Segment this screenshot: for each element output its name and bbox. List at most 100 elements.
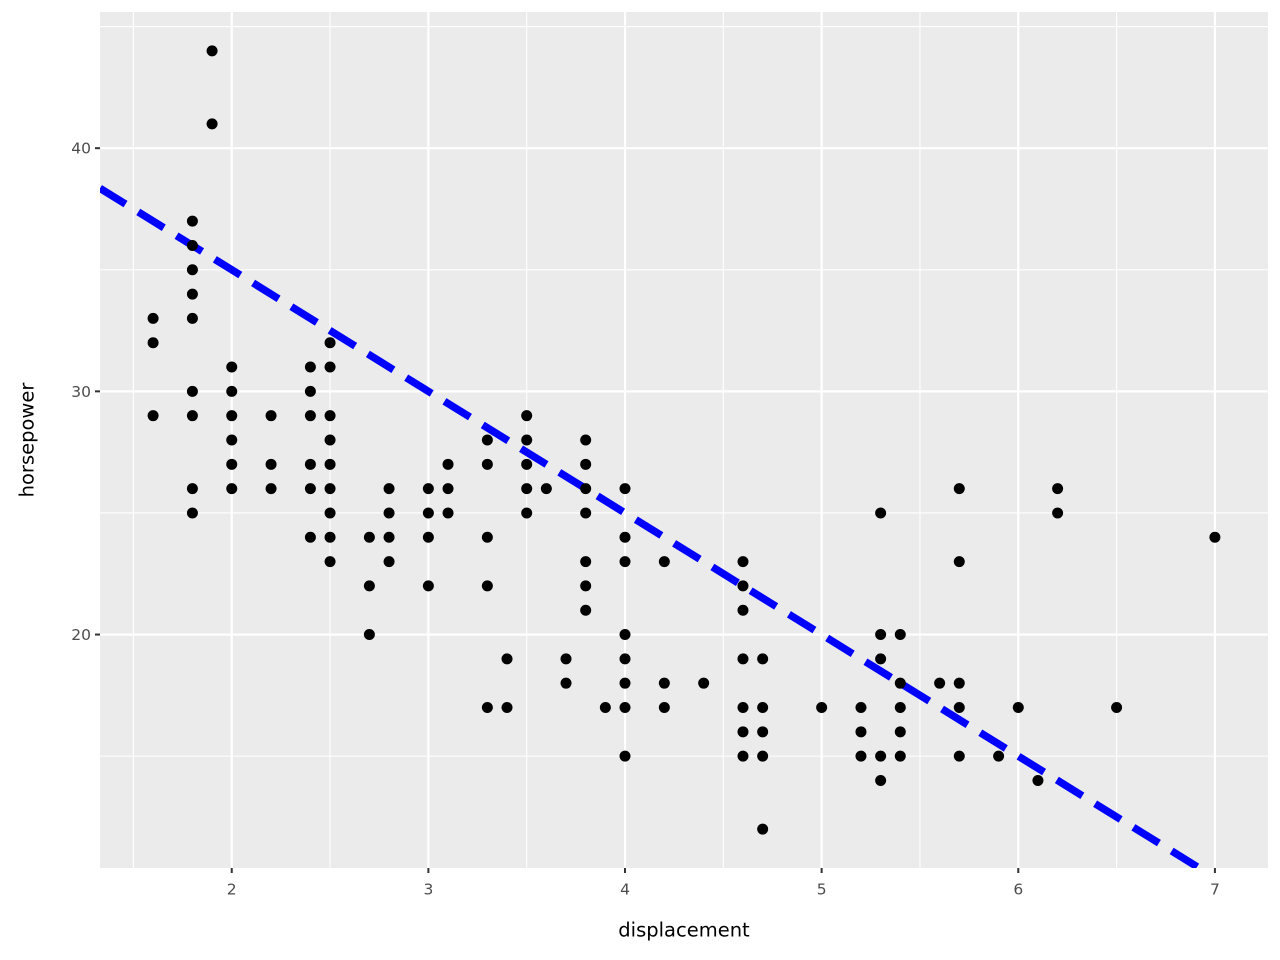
point — [816, 702, 828, 713]
point — [580, 556, 592, 568]
point — [599, 702, 611, 713]
x-axis-title: displacement — [618, 919, 750, 942]
point — [304, 458, 316, 470]
point — [619, 629, 631, 641]
point — [324, 458, 336, 470]
point — [265, 483, 277, 495]
point — [894, 677, 906, 689]
point — [147, 312, 159, 324]
point — [422, 531, 434, 543]
point — [875, 653, 887, 665]
point — [324, 483, 336, 495]
point — [442, 483, 454, 495]
point — [324, 507, 336, 519]
point — [757, 653, 769, 665]
x-tick-label: 2 — [227, 881, 237, 899]
point — [737, 604, 749, 616]
point — [737, 653, 749, 665]
point — [422, 507, 434, 519]
y-tick-label: 20 — [71, 626, 91, 644]
point — [894, 750, 906, 762]
point — [324, 337, 336, 349]
point — [757, 702, 769, 713]
grid — [100, 12, 1268, 868]
x-tick-label: 5 — [817, 881, 827, 899]
point — [1012, 702, 1024, 713]
point — [304, 410, 316, 422]
point — [894, 726, 906, 738]
point — [501, 702, 513, 713]
point — [737, 556, 749, 568]
point — [580, 507, 592, 519]
point — [501, 653, 513, 665]
point — [658, 677, 670, 689]
point — [855, 726, 867, 738]
point — [206, 45, 218, 57]
point — [324, 556, 336, 568]
point — [619, 702, 631, 713]
point — [206, 118, 218, 130]
y-axis-title: horsepower — [16, 382, 39, 498]
point — [875, 629, 887, 641]
point — [521, 483, 533, 495]
point — [1032, 774, 1044, 786]
point — [481, 702, 493, 713]
point — [580, 483, 592, 495]
point — [580, 458, 592, 470]
point — [304, 385, 316, 397]
x-tick-label: 3 — [423, 881, 433, 899]
point — [383, 531, 395, 543]
point — [226, 385, 238, 397]
point — [324, 434, 336, 446]
point — [147, 410, 159, 422]
point — [226, 410, 238, 422]
point — [953, 483, 965, 495]
point — [894, 702, 906, 713]
point — [953, 702, 965, 713]
point — [521, 507, 533, 519]
point — [304, 361, 316, 373]
points — [147, 45, 1221, 835]
point — [442, 507, 454, 519]
point — [737, 580, 749, 592]
point — [363, 580, 375, 592]
point — [580, 434, 592, 446]
point — [540, 483, 552, 495]
point — [953, 677, 965, 689]
point — [383, 556, 395, 568]
point — [324, 531, 336, 543]
point — [481, 580, 493, 592]
y-tick-label: 40 — [71, 140, 91, 158]
point — [304, 483, 316, 495]
point — [186, 410, 198, 422]
point — [619, 677, 631, 689]
point — [737, 726, 749, 738]
point — [658, 702, 670, 713]
point — [481, 458, 493, 470]
point — [934, 677, 946, 689]
point — [521, 458, 533, 470]
point — [265, 410, 277, 422]
point — [580, 604, 592, 616]
point — [186, 288, 198, 300]
point — [481, 434, 493, 446]
point — [422, 580, 434, 592]
point — [442, 458, 454, 470]
point — [875, 507, 887, 519]
point — [855, 750, 867, 762]
point — [1052, 483, 1064, 495]
point — [186, 264, 198, 276]
x-tick-label: 4 — [620, 881, 630, 899]
point — [186, 507, 198, 519]
point — [226, 483, 238, 495]
point — [993, 750, 1005, 762]
point — [757, 726, 769, 738]
point — [560, 653, 572, 665]
point — [1209, 531, 1221, 543]
point — [186, 483, 198, 495]
point — [619, 750, 631, 762]
point — [422, 483, 434, 495]
point — [265, 458, 277, 470]
